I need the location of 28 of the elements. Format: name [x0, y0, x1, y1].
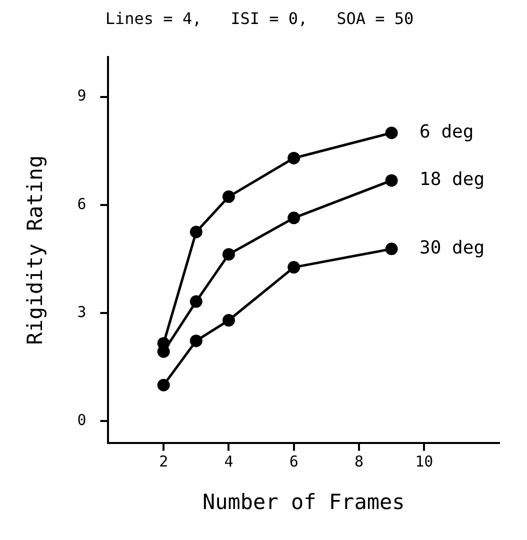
series-label: 6 deg: [420, 122, 474, 143]
x-tick-label: 8: [354, 452, 364, 471]
point: [288, 261, 300, 274]
point: [190, 226, 202, 238]
y-tick-label: 6: [77, 194, 86, 213]
x-tick-label: 2: [159, 452, 168, 471]
y-axis-title: Rigidity Rating: [23, 155, 48, 345]
point: [222, 314, 235, 327]
y-tick-label: 0: [77, 411, 86, 430]
point: [222, 248, 235, 261]
chart-title: Lines = 4, ISI = 0, SOA = 50: [105, 8, 414, 28]
point: [385, 174, 398, 187]
point: [288, 212, 300, 224]
point: [190, 334, 202, 348]
y-tick-label: 3: [77, 302, 86, 321]
x-tick-label: 10: [415, 452, 434, 471]
point: [385, 242, 398, 256]
point: [385, 126, 398, 140]
point: [157, 378, 170, 392]
series-label: 18 deg: [420, 169, 485, 190]
x-axis-title: Number of Frames: [202, 490, 405, 514]
y-tick-label: 9: [77, 86, 86, 105]
series-label: 30 deg: [420, 238, 485, 259]
x-tick-label: 4: [224, 452, 234, 471]
point: [222, 190, 235, 203]
x-tick-label: 6: [289, 452, 298, 471]
point: [190, 295, 202, 308]
point: [288, 152, 300, 164]
